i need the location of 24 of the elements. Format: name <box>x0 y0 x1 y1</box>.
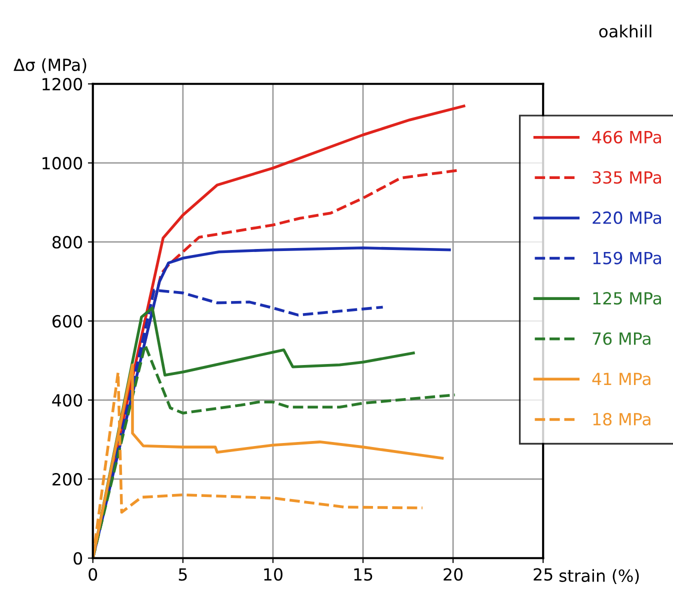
legend-label: 41 MPa <box>592 372 650 386</box>
y-tick-label: 600 <box>52 314 82 328</box>
y-tick-label: 0 <box>74 552 82 565</box>
y-tick-label: 1200 <box>42 78 82 90</box>
y-tick-label: 200 <box>52 473 82 486</box>
x-tick-label: 5 <box>178 568 187 581</box>
legend-label: 125 MPa <box>593 292 661 305</box>
x-tick-label: 10 <box>264 568 282 581</box>
legend-label: 159 MPa <box>593 252 661 264</box>
y-tick-label: 400 <box>52 394 82 407</box>
legend-label: 76 MPa <box>592 332 650 345</box>
x-tick-label: 20 <box>444 568 463 581</box>
y-tick-label: 800 <box>52 236 82 249</box>
x-tick-label: 15 <box>354 568 372 581</box>
x-tick-label: 0 <box>88 568 98 581</box>
legend-label: 466 MPa <box>592 130 661 144</box>
legend-label: 220 MPa <box>592 211 661 224</box>
x-axis-title: strain (%) <box>559 569 639 584</box>
text: oakhill <box>599 24 652 38</box>
y-axis-title: Δσ (MPa) <box>14 58 86 74</box>
legend-label: 335 MPa <box>592 171 661 184</box>
legend-label: 18 MPa <box>593 412 650 426</box>
y-tick-label: 1000 <box>42 156 82 170</box>
x-tick-label: 25 <box>534 568 552 581</box>
